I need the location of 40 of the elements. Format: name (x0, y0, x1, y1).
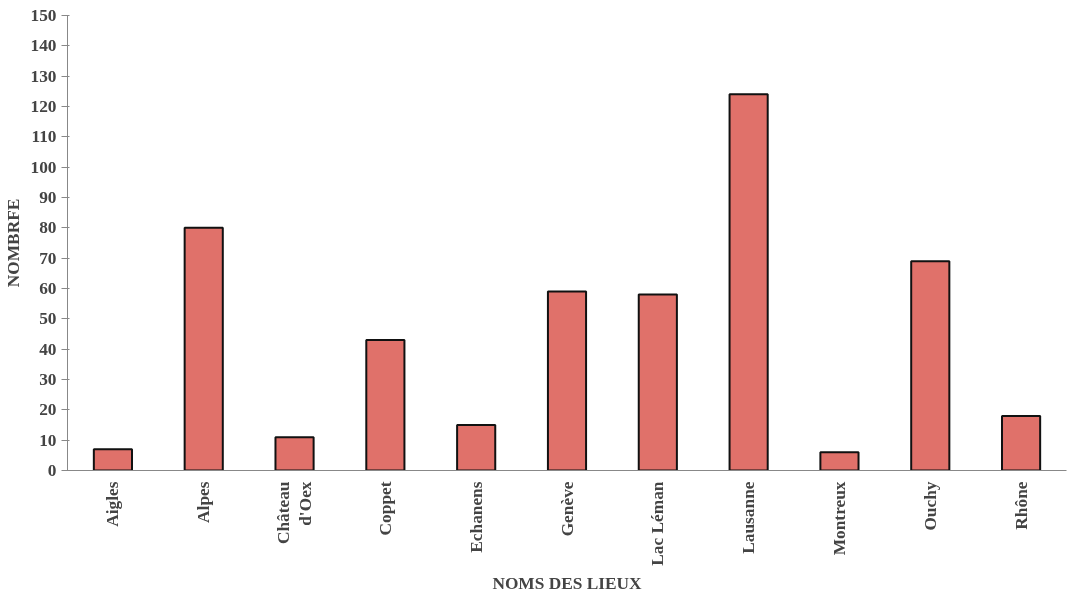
bar (546, 290, 588, 471)
y-tick-label: 20 (39, 400, 57, 420)
y-axis-title: NOMBRFE (3, 198, 23, 288)
bar (1001, 414, 1042, 471)
y-tick-label: 30 (39, 370, 57, 389)
y-tick-label: 10 (39, 430, 57, 450)
y-tick-label: 80 (39, 218, 57, 238)
y-tick-label: 0 (47, 461, 57, 480)
y-tick-label: 60 (39, 279, 57, 298)
x-tick-label: Alpes (194, 481, 214, 523)
bar (274, 436, 315, 471)
x-axis-title: NOMS DES LIEUX (492, 573, 643, 593)
y-tick-label: 40 (39, 339, 57, 359)
y-tick-label: 100 (30, 157, 57, 177)
x-tick-label: Ouchy (920, 481, 940, 531)
bar (910, 260, 951, 471)
bar (365, 339, 406, 471)
x-tick-label: Coppet (375, 481, 395, 536)
y-tick-label: 120 (30, 97, 57, 116)
x-tick-label: Lausanne (739, 481, 759, 554)
bar (183, 226, 224, 471)
bar (92, 448, 133, 471)
bar (637, 293, 678, 471)
x-tick-label: Echanens (466, 481, 486, 553)
y-tick-label: 90 (39, 188, 57, 207)
y-tick-label: 110 (31, 127, 57, 147)
x-tick-label: Lac Léman (648, 481, 668, 566)
bar (819, 451, 860, 471)
x-tick-label: Montreux (829, 481, 849, 556)
y-tick-label: 70 (39, 248, 57, 268)
x-tick-label: Genève (557, 481, 577, 537)
x-tick-label: Rhône (1011, 481, 1031, 530)
y-tick-label: 50 (39, 309, 57, 329)
x-tick-label: Aigles (103, 481, 123, 527)
y-tick-label: 140 (30, 36, 57, 56)
bar (728, 93, 769, 471)
y-tick-label: 150 (30, 6, 57, 25)
bar (456, 424, 497, 471)
x-tick-label: Château d'Oex (273, 481, 316, 545)
y-tick-label: 130 (30, 66, 57, 86)
